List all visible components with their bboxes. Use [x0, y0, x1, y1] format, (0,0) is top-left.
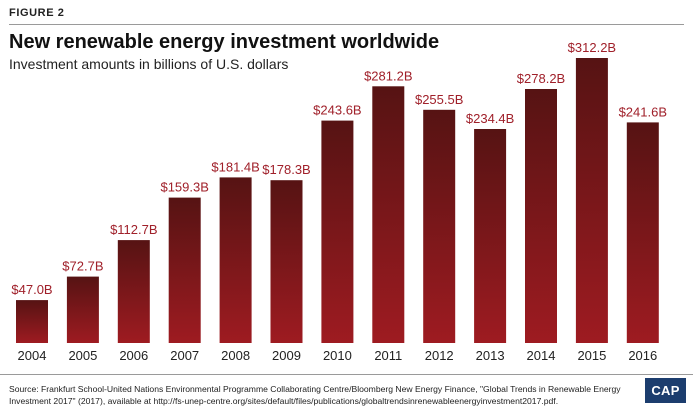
x-tick-label-2014: 2014 [527, 348, 556, 363]
data-label-2004: $47.0B [11, 282, 52, 297]
data-label-2005: $72.7B [62, 259, 103, 274]
x-tick-label-2016: 2016 [628, 348, 657, 363]
data-label-2008: $181.4B [211, 159, 259, 174]
x-tick-label-2013: 2013 [476, 348, 505, 363]
x-tick-label-2012: 2012 [425, 348, 454, 363]
bar-2016 [626, 122, 659, 344]
data-label-2006: $112.7B [110, 222, 157, 237]
figure-label: FIGURE 2 [9, 7, 65, 19]
bar-2014 [525, 89, 557, 343]
data-label-2014: $278.2B [517, 71, 565, 86]
x-tick-label-2008: 2008 [221, 348, 250, 363]
source-note: Source: Frankfurt School-United Nations … [9, 384, 621, 406]
data-label-2010: $243.6B [313, 103, 361, 118]
x-tick-label-2015: 2015 [577, 348, 606, 363]
x-tick-label-2011: 2011 [374, 348, 402, 363]
x-tick-label-2010: 2010 [323, 348, 352, 363]
data-label-2011: $281.2B [364, 68, 412, 83]
bar-chart: $47.0B $72.7B $112.7B $159.3B$181.4B $178.3B… [11, 40, 667, 363]
x-tick-labels-group: 2004 2005 2006 2007 2008 2009 2010 2011 2012 2013… [18, 348, 658, 363]
data-label-2009: $178.3B [262, 162, 310, 177]
bar-2009 [270, 180, 303, 343]
data-label-2015: $312.2B [568, 40, 616, 55]
data-label-2016: $241.6B [619, 104, 667, 119]
cap-logo: CAP [645, 378, 686, 403]
bar-2015 [575, 58, 608, 343]
x-tick-label-2005: 2005 [68, 348, 97, 363]
data-label-2013: $234.4B [466, 111, 514, 126]
data-labels-group: $47.0B $72.7B $112.7B $159.3B$181.4B $178.3B… [11, 40, 667, 297]
bar-2012 [423, 109, 456, 343]
x-tick-label-2006: 2006 [119, 348, 148, 363]
bar-2005 [66, 276, 99, 343]
bar-2004 [16, 300, 48, 343]
bar-2006 [117, 240, 150, 343]
x-tick-label-2004: 2004 [18, 348, 47, 363]
chart-subtitle: Investment amounts in billions of U.S. d… [9, 56, 289, 72]
bar-2008 [219, 177, 252, 343]
data-label-2012: $255.5B [415, 92, 463, 107]
bars-group [16, 58, 659, 344]
chart-title: New renewable energy investment worldwid… [9, 31, 440, 53]
footer-divider [0, 374, 693, 375]
bar-2011 [372, 86, 405, 344]
bar-2010 [321, 120, 354, 343]
x-tick-label-2007: 2007 [170, 348, 199, 363]
x-tick-label-2009: 2009 [272, 348, 301, 363]
figure-divider [9, 24, 684, 25]
bar-2013 [474, 129, 507, 343]
data-label-2007: $159.3B [160, 180, 208, 195]
bar-2007 [168, 197, 201, 343]
